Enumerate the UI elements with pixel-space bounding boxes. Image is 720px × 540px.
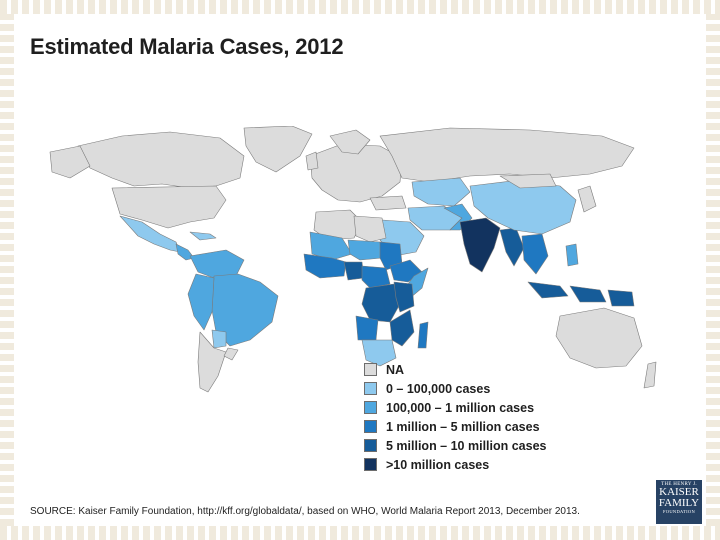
decorative-border-top	[0, 0, 720, 14]
region-east-africa	[393, 281, 415, 313]
region-korea-japan	[577, 185, 597, 213]
logo-line: THE HENRY J.	[661, 482, 697, 487]
legend-label: 0 – 100,000 cases	[386, 381, 491, 396]
world-malaria-map	[49, 126, 657, 393]
region-angola	[355, 315, 379, 341]
legend-item-1m-5m: 1 million – 5 million cases	[364, 417, 547, 436]
region-greenland	[243, 126, 313, 173]
region-central-america	[175, 243, 195, 261]
region-mongolia	[499, 173, 557, 189]
region-north-africa-west	[313, 209, 363, 241]
region-canada	[77, 131, 245, 189]
region-turkey	[369, 195, 407, 211]
legend-item-0-100k: 0 – 100,000 cases	[364, 379, 547, 398]
region-nigeria	[343, 261, 365, 281]
region-australia	[555, 307, 643, 369]
region-europe	[309, 143, 403, 203]
slide-title: Estimated Malaria Cases, 2012	[30, 34, 344, 59]
region-india	[459, 217, 501, 273]
region-alaska	[49, 145, 91, 179]
legend-swatch	[364, 420, 377, 433]
region-north-africa-east	[353, 215, 387, 243]
logo-line: KAISER	[659, 486, 699, 498]
legend-label: >10 million cases	[386, 457, 490, 472]
legend-label: 5 million – 10 million cases	[386, 438, 547, 453]
region-cameroon-car	[361, 265, 391, 289]
kaiser-family-foundation-logo: THE HENRY J. KAISER FAMILY FOUNDATION	[656, 480, 702, 524]
decorative-border-left	[0, 14, 14, 526]
legend-swatch	[364, 401, 377, 414]
region-russia	[379, 127, 635, 183]
region-argentina-chile	[197, 331, 227, 393]
region-indonesia-east	[569, 285, 607, 303]
region-usa	[111, 185, 227, 229]
legend-item-gt10m: >10 million cases	[364, 455, 547, 474]
region-indochina	[521, 233, 549, 275]
legend-swatch	[364, 363, 377, 376]
region-indonesia-west	[527, 281, 569, 299]
legend-label: 1 million – 5 million cases	[386, 419, 540, 434]
legend-item-na: NA	[364, 360, 547, 379]
region-west-africa	[303, 253, 347, 279]
region-mauritania-mali	[309, 231, 353, 261]
region-madagascar	[417, 321, 429, 349]
region-uk	[305, 151, 319, 171]
legend-swatch	[364, 439, 377, 452]
slide-panel: Estimated Malaria Cases, 2012	[16, 16, 704, 524]
legend-item-100k-1m: 100,000 – 1 million cases	[364, 398, 547, 417]
legend-label: 100,000 – 1 million cases	[386, 400, 535, 415]
legend-label: NA	[386, 362, 405, 377]
region-mozambique-tanzania	[389, 309, 415, 347]
legend-swatch	[364, 458, 377, 471]
region-bangladesh-myanmar	[499, 227, 525, 267]
decorative-border-right	[706, 14, 720, 526]
region-somalia	[407, 267, 429, 299]
region-philippines	[565, 243, 579, 267]
region-scandinavia	[329, 129, 371, 155]
logo-line: FAMILY	[658, 497, 700, 509]
region-uruguay	[223, 347, 239, 361]
region-peru-bolivia	[187, 273, 215, 331]
logo-line: FOUNDATION	[663, 509, 695, 514]
region-niger-chad	[347, 239, 383, 261]
region-papua	[607, 289, 635, 307]
region-caribbean	[189, 231, 217, 241]
legend-swatch	[364, 382, 377, 395]
decorative-border-bottom	[0, 526, 720, 540]
region-new-zealand	[643, 361, 657, 389]
region-paraguay	[211, 329, 227, 349]
region-central-asia	[411, 177, 471, 207]
map-legend: NA 0 – 100,000 cases 100,000 – 1 million…	[364, 360, 547, 474]
legend-item-5m-10m: 5 million – 10 million cases	[364, 436, 547, 455]
region-brazil	[211, 273, 279, 347]
region-drc	[361, 283, 401, 323]
source-note: SOURCE: Kaiser Family Foundation, http:/…	[30, 506, 580, 517]
region-colombia-venezuela	[189, 249, 245, 279]
region-southern-africa	[361, 339, 397, 367]
